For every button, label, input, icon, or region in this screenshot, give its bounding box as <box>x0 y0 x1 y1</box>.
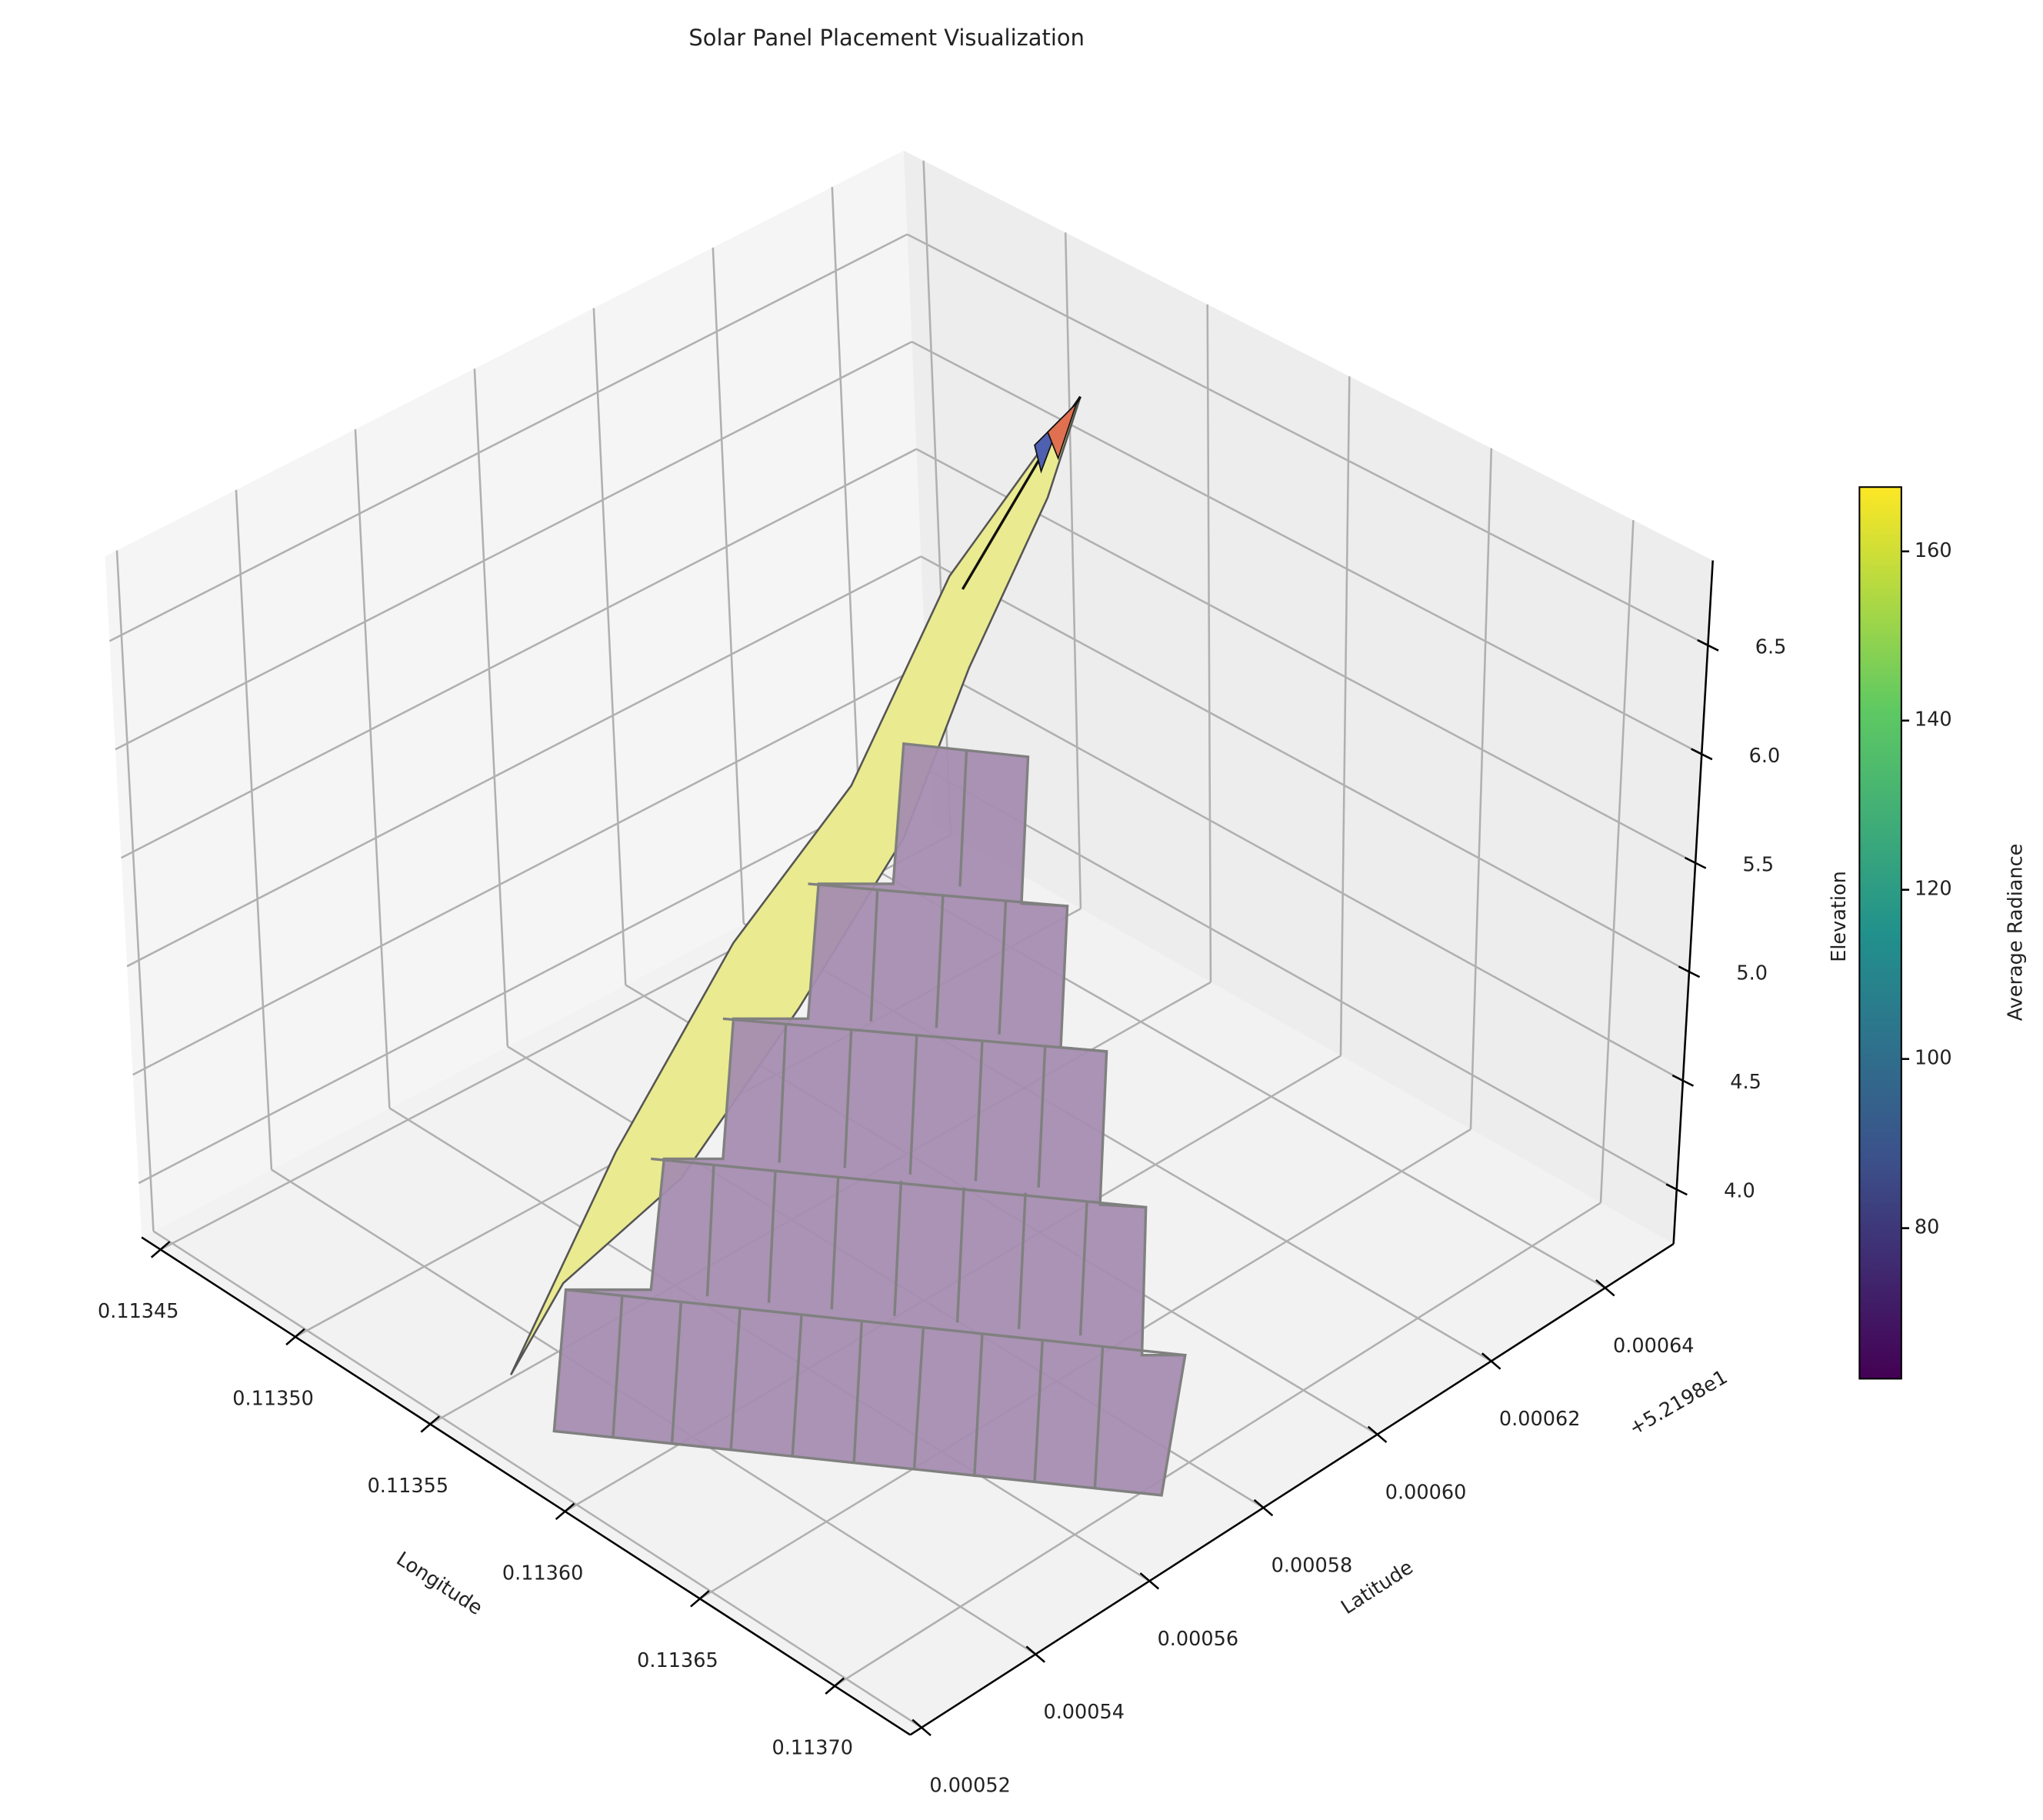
axes: 0.11345 0.11350 0.11355 0.11360 0.11365 0.113… <box>98 560 1787 1797</box>
grid-line <box>915 448 1696 864</box>
grid-line <box>911 341 1702 755</box>
x-tick-label: 0.11350 <box>232 1388 314 1411</box>
grid-line <box>1599 520 1635 1203</box>
y-tick <box>1481 1352 1501 1370</box>
colorbar-label: Average Radiance <box>2005 844 2028 1022</box>
panel-grid <box>565 750 1185 1489</box>
x-tick <box>420 1415 441 1433</box>
y-tick <box>1253 1498 1274 1517</box>
colorbar-tick-label: 120 <box>1915 878 1952 901</box>
colorbar <box>1858 486 1902 1380</box>
z-tick-label: 5.5 <box>1743 853 1775 876</box>
y-tick-label: 0.00054 <box>1043 1701 1125 1724</box>
grid-line <box>920 555 1690 973</box>
x-axis-line <box>141 1236 912 1736</box>
grid-line <box>152 1230 922 1728</box>
z-tick-label: 5.0 <box>1736 962 1768 985</box>
y-tick <box>1025 1645 1045 1663</box>
grid-line <box>126 555 922 968</box>
x-tick-label: 0.11355 <box>368 1475 449 1498</box>
grid-line <box>834 1202 1601 1687</box>
x-tick-label: 0.11345 <box>98 1300 179 1323</box>
z-tick-label: 6.5 <box>1755 635 1787 658</box>
grid-line <box>831 186 863 862</box>
z-tick <box>1665 1183 1688 1196</box>
z-tick <box>1684 856 1707 869</box>
x-tick-label: 0.11365 <box>637 1649 718 1672</box>
elevation-surface <box>510 395 1081 1375</box>
grid-line <box>354 428 391 1108</box>
grid-line <box>108 233 908 642</box>
y-tick-label: 0.00060 <box>1385 1481 1467 1504</box>
colorbar-ticks: 80 100 120 140 160 <box>1901 539 1952 1239</box>
y-tick <box>1139 1572 1160 1590</box>
grid-line <box>906 233 1708 647</box>
grid-line <box>1064 232 1082 909</box>
grid-line <box>115 550 155 1232</box>
grid-line <box>473 368 509 1047</box>
grid-line <box>121 448 917 859</box>
grid-line <box>132 662 926 1076</box>
left-pane <box>105 150 933 1238</box>
z-tick <box>1671 1074 1695 1087</box>
right-pane <box>903 150 1713 1245</box>
x-tick <box>690 1590 710 1608</box>
surface-accent <box>1047 402 1078 461</box>
z-tick-label: 4.5 <box>1730 1071 1761 1094</box>
colorbar-tick-label: 100 <box>1915 1047 1952 1070</box>
z-axis-line <box>1672 560 1715 1245</box>
colorbar-tick-label: 160 <box>1915 539 1952 562</box>
grid-line <box>712 247 745 924</box>
z-tick-label: 6.0 <box>1749 745 1781 768</box>
grid-line <box>138 770 931 1185</box>
y-tick-label: 0.00052 <box>929 1774 1011 1797</box>
y-tick-label: 0.00062 <box>1499 1408 1581 1431</box>
grid-line <box>592 308 627 985</box>
grid-line <box>235 489 273 1170</box>
y-tick-label: 0.00056 <box>1158 1628 1239 1651</box>
grid-line <box>1339 376 1351 1056</box>
chart-title: Solar Panel Placement Visualization <box>688 25 1085 51</box>
surfaces <box>510 395 1187 1497</box>
panel-surface <box>552 742 1187 1497</box>
x-tick <box>285 1328 305 1346</box>
colorbar-tick-label: 80 <box>1915 1216 1939 1239</box>
y-offset-label: +5.2198e1 <box>1625 1365 1731 1440</box>
x-axis-label: Longitude <box>392 1548 487 1620</box>
x-tick-label: 0.11360 <box>502 1562 584 1585</box>
x-tick-label: 0.11370 <box>772 1737 853 1760</box>
x-tick <box>825 1677 845 1695</box>
y-tick-label: 0.00058 <box>1271 1555 1353 1578</box>
x-tick <box>555 1502 575 1521</box>
z-axis-label: Elevation <box>1828 871 1851 962</box>
y-tick <box>1367 1425 1388 1443</box>
colorbar-tick-label: 140 <box>1915 708 1952 732</box>
y-tick-label: 0.00064 <box>1613 1335 1695 1358</box>
grid-line <box>1469 448 1493 1130</box>
z-tick <box>1697 638 1719 652</box>
grid-line <box>929 770 1678 1191</box>
y-tick <box>1595 1279 1615 1297</box>
grid-line <box>925 662 1684 1082</box>
z-tick <box>1678 965 1701 978</box>
x-tick <box>150 1241 171 1258</box>
grid-line <box>115 341 913 751</box>
grid-line <box>1206 304 1212 982</box>
z-tick-label: 4.0 <box>1724 1180 1755 1203</box>
y-axis-line <box>909 1242 1675 1736</box>
z-tick <box>1691 748 1713 761</box>
y-tick <box>912 1718 932 1737</box>
